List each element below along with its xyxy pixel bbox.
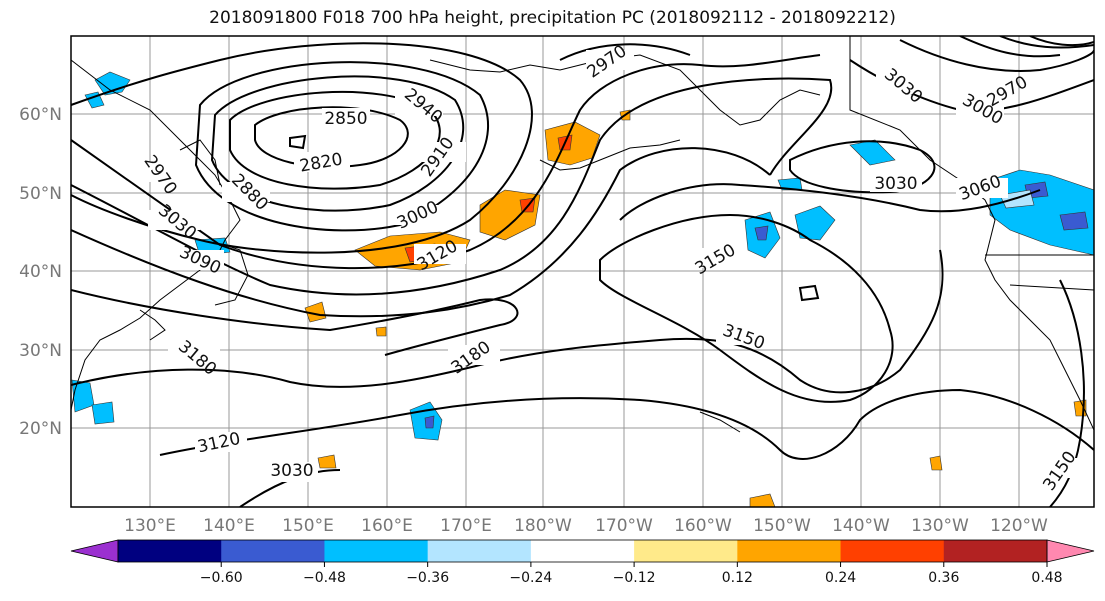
lat-label: 40°N <box>19 262 62 282</box>
map-title: 2018091800 F018 700 hPa height, precipit… <box>209 8 896 28</box>
colorbar-tick-label: −0.60 <box>200 570 243 586</box>
colorbar-outline <box>117 539 1048 563</box>
lon-label: 170°W <box>595 516 653 536</box>
contour-label: 3030 <box>270 461 313 481</box>
colorbar-tick-label: 0.24 <box>825 570 856 586</box>
contour-label: 3030 <box>874 174 917 194</box>
map-frame <box>70 35 1095 508</box>
lon-label: 120°W <box>990 516 1048 536</box>
longitude-labels: 130°E 140°E 150°E 160°E 170°E 180°W 170°… <box>124 516 1048 536</box>
colorbar: −0.60 −0.48 −0.36 −0.24 −0.12 0.12 0.24 0.36 0.4… <box>70 539 1095 586</box>
colorbar-swatch <box>530 540 635 562</box>
colorbar-swatch <box>634 540 738 562</box>
colorbar-swatch <box>324 540 429 562</box>
colorbar-tick-label: −0.48 <box>303 570 346 586</box>
colorbar-arrow-high <box>1046 539 1095 563</box>
lon-label: 180°W <box>514 516 572 536</box>
colorbar-tick-label: −0.12 <box>613 570 656 586</box>
colorbar-swatch <box>943 540 1048 562</box>
lon-label: 160°W <box>674 516 732 536</box>
lon-label: 140°E <box>203 516 255 536</box>
latitude-labels: 60°N 50°N 40°N 30°N 20°N <box>19 105 62 439</box>
colorbar-swatch <box>221 540 325 562</box>
lat-label: 50°N <box>19 184 62 204</box>
colorbar-tick-label: 0.12 <box>722 570 753 586</box>
lon-label: 150°E <box>282 516 334 536</box>
lon-label: 150°W <box>753 516 811 536</box>
lon-label: 130°E <box>124 516 176 536</box>
colorbar-tick-label: 0.48 <box>1031 570 1062 586</box>
contour-label-knockouts <box>135 50 1088 482</box>
colorbar-swatch <box>427 540 532 562</box>
lon-label: 160°E <box>361 516 413 536</box>
colorbar-swatch <box>840 540 945 562</box>
colorbar-arrow-low <box>70 539 119 563</box>
lon-label: 140°W <box>832 516 890 536</box>
colorbar-swatch <box>118 540 222 562</box>
lat-label: 60°N <box>19 105 62 125</box>
colorbar-tick-label: 0.36 <box>928 570 959 586</box>
lon-label: 170°E <box>440 516 492 536</box>
contour-label: 2850 <box>324 109 367 129</box>
lat-label: 20°N <box>19 419 62 439</box>
colorbar-tick-label: −0.24 <box>509 570 552 586</box>
lon-label: 130°W <box>911 516 969 536</box>
lat-label: 30°N <box>19 341 62 361</box>
colorbar-swatch <box>737 540 842 562</box>
colorbar-tick-label: −0.36 <box>406 570 449 586</box>
